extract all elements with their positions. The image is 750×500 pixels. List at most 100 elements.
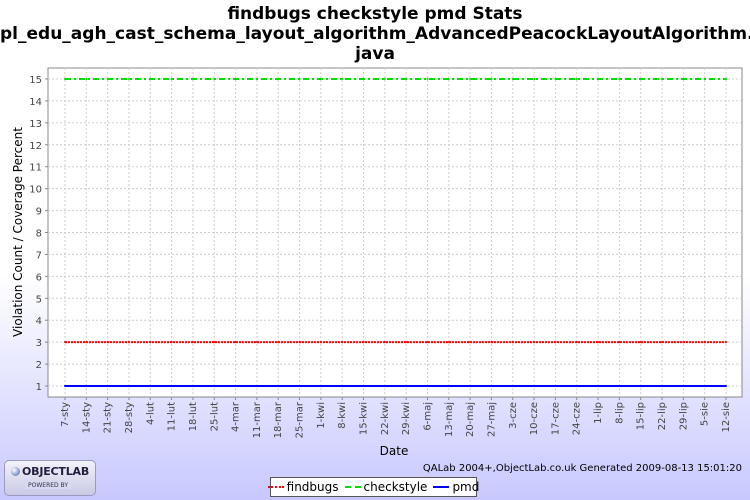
y-tick-label: 8: [36, 229, 42, 240]
data-point-findbugs: [725, 341, 727, 344]
x-tick-label: 25-mar: [295, 401, 306, 438]
x-tick-label: 11-mar: [252, 401, 263, 438]
y-tick-label: 4: [36, 316, 42, 327]
data-point-pmd: [426, 385, 429, 388]
y-tick-label: 6: [36, 272, 42, 283]
data-point-findbugs: [64, 341, 66, 344]
data-point-checkstyle: [405, 77, 408, 80]
data-point-checkstyle: [106, 77, 109, 80]
grid-layer: [48, 68, 742, 397]
x-tick-label: 29-lip: [678, 402, 689, 430]
data-point-pmd: [661, 385, 664, 388]
data-point-checkstyle: [490, 77, 493, 80]
y-tick-label: 7: [36, 250, 42, 261]
x-tick-label: 5-sie: [700, 402, 711, 426]
data-point-findbugs: [490, 341, 493, 344]
x-tick-label: 8-lip: [614, 402, 625, 424]
y-axis-label: Violation Count / Coverage Percent: [11, 127, 25, 337]
data-point-findbugs: [426, 341, 429, 344]
chart-title-line-3: java: [355, 44, 395, 64]
data-point-checkstyle: [618, 77, 621, 80]
legend-swatch: [267, 486, 284, 488]
x-tick-label: 4-lut: [145, 402, 156, 425]
data-point-findbugs: [533, 341, 536, 344]
data-point-checkstyle: [170, 77, 173, 80]
data-point-checkstyle: [554, 77, 557, 80]
data-point-pmd: [277, 385, 280, 388]
data-point-pmd: [170, 385, 173, 388]
y-tick-label: 12: [29, 141, 42, 152]
data-point-findbugs: [575, 341, 578, 344]
data-point-checkstyle: [234, 77, 237, 80]
y-tick-label: 9: [36, 207, 42, 218]
x-tick-label: 15-lip: [636, 402, 647, 430]
x-tick-label: 4-mar: [231, 401, 242, 432]
data-point-pmd: [362, 385, 365, 388]
data-point-findbugs: [213, 341, 216, 344]
data-point-checkstyle: [639, 77, 642, 80]
data-point-checkstyle: [213, 77, 216, 80]
x-tick-label: 3-cze: [508, 402, 519, 429]
data-point-pmd: [383, 385, 386, 388]
data-point-findbugs: [298, 341, 301, 344]
data-point-pmd: [213, 385, 216, 388]
x-tick-label: 29-kwi: [401, 402, 412, 435]
x-tick-label: 24-cze: [572, 402, 583, 435]
data-point-pmd: [149, 385, 152, 388]
data-point-pmd: [319, 385, 322, 388]
chart-legend: findbugs checkstyle pmd: [267, 477, 479, 497]
data-point-pmd: [703, 385, 706, 388]
data-point-checkstyle: [682, 77, 685, 80]
data-point-findbugs: [639, 341, 642, 344]
data-point-pmd: [447, 385, 450, 388]
y-tick-label: 15: [29, 75, 42, 86]
data-point-checkstyle: [64, 77, 66, 80]
data-point-checkstyle: [533, 77, 536, 80]
legend-item-checkstyle: checkstyle: [344, 480, 427, 494]
legend-label: pmd: [452, 480, 480, 494]
legend-item-pmd: pmd: [433, 480, 479, 494]
data-point-pmd: [469, 385, 472, 388]
x-tick-label: 25-lut: [209, 402, 220, 431]
legend-swatch: [433, 486, 450, 488]
y-tick-label: 14: [29, 97, 42, 108]
data-point-pmd: [127, 385, 130, 388]
x-tick-label: 6-maj: [422, 402, 433, 431]
data-point-findbugs: [554, 341, 557, 344]
x-tick-label: 14-sty: [81, 402, 92, 433]
x-tick-label: 7-sty: [60, 402, 71, 427]
x-tick-label: 18-lut: [188, 402, 199, 431]
data-point-findbugs: [661, 341, 664, 344]
x-tick-label: 1-lip: [593, 402, 604, 424]
data-point-findbugs: [277, 341, 280, 344]
data-point-findbugs: [597, 341, 600, 344]
data-point-pmd: [490, 385, 493, 388]
data-point-checkstyle: [469, 77, 472, 80]
data-point-pmd: [405, 385, 408, 388]
data-point-checkstyle: [575, 77, 578, 80]
chart-title-line-2: pl_edu_agh_cast_schema_layout_algorithm_…: [0, 24, 750, 44]
legend-swatch: [344, 486, 361, 488]
data-point-checkstyle: [255, 77, 258, 80]
data-point-findbugs: [703, 341, 706, 344]
legend-item-findbugs: findbugs: [267, 480, 339, 494]
x-tick-label: 18-mar: [273, 401, 284, 438]
data-point-findbugs: [405, 341, 408, 344]
y-tick-label: 2: [36, 360, 42, 371]
x-tick-label: 28-sty: [124, 402, 135, 433]
data-point-pmd: [533, 385, 536, 388]
x-tick-label: 17-cze: [550, 402, 561, 435]
x-tick-label: 13-maj: [444, 402, 455, 437]
data-point-findbugs: [127, 341, 130, 344]
x-tick-label: 12-sie: [721, 402, 732, 432]
data-point-pmd: [597, 385, 600, 388]
logo-globe-icon: [11, 467, 20, 476]
data-point-findbugs: [511, 341, 514, 344]
x-tick-label: 22-lip: [657, 402, 668, 430]
data-point-findbugs: [85, 341, 88, 344]
y-tick-label: 1: [36, 382, 42, 393]
data-point-findbugs: [191, 341, 194, 344]
data-point-pmd: [85, 385, 88, 388]
x-tick-label: 11-lut: [167, 402, 178, 431]
